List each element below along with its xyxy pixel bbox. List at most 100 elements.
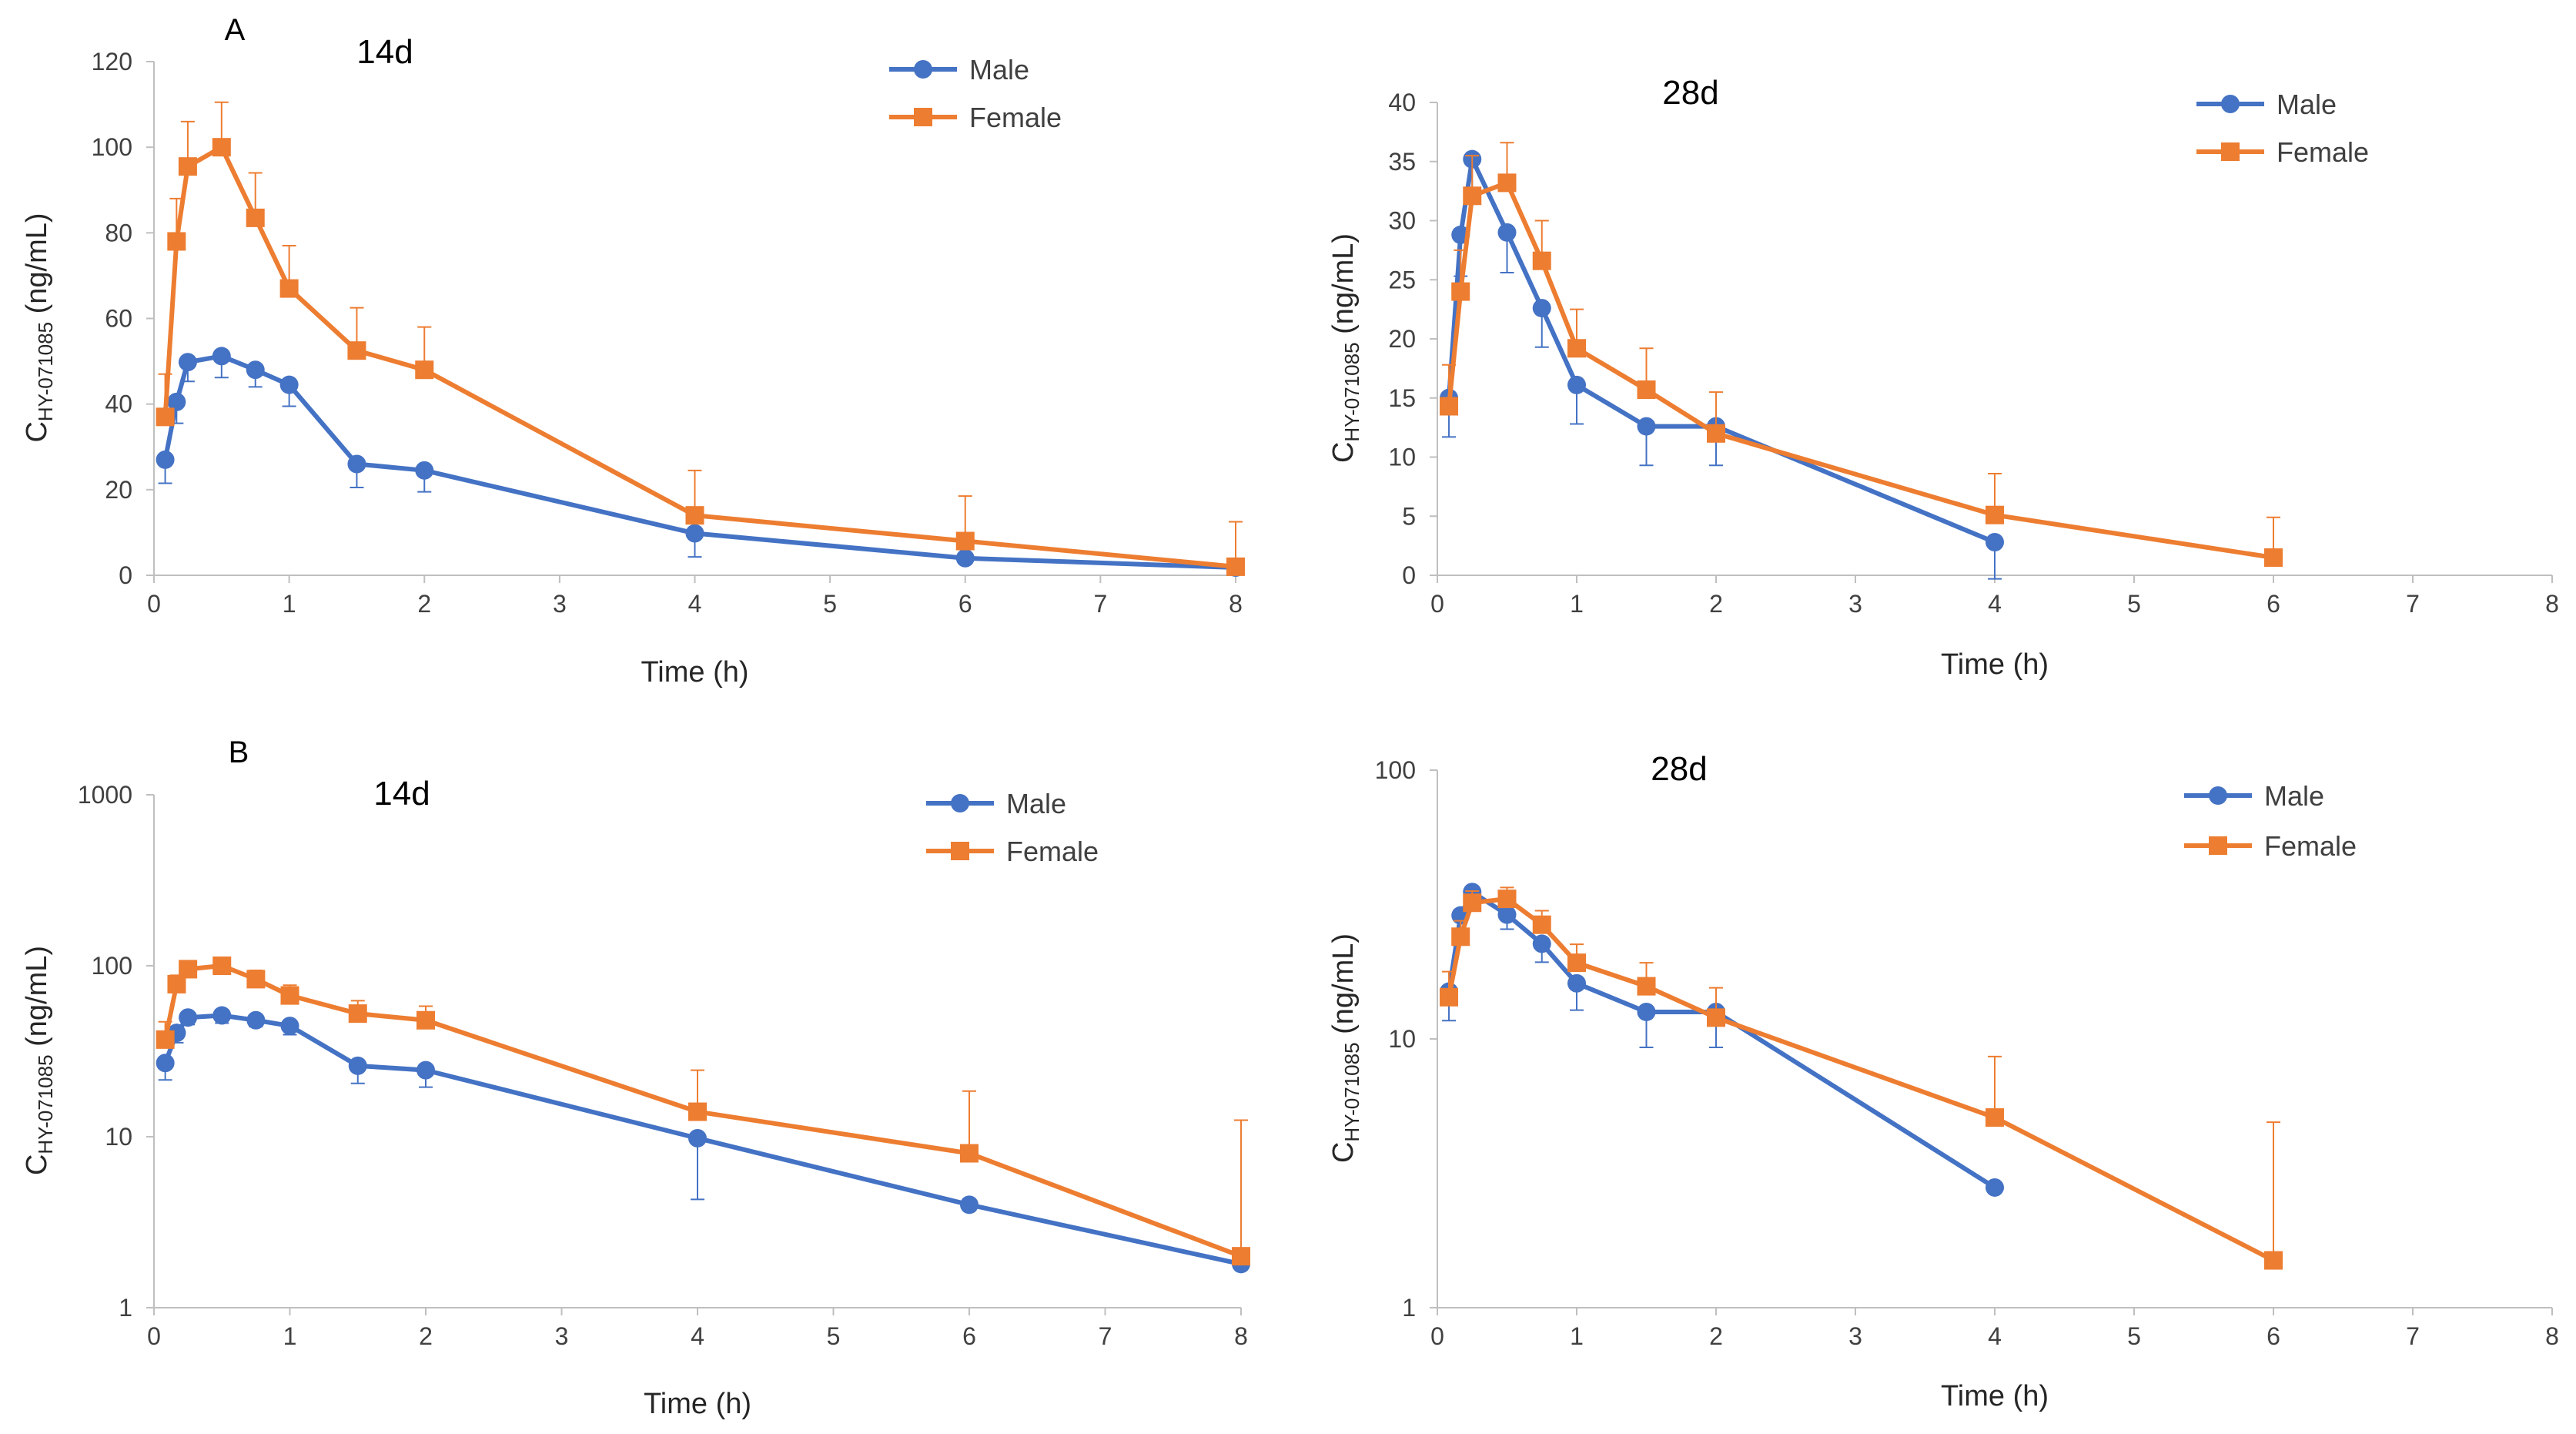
legend-marker (2221, 95, 2240, 113)
series-line (162, 145, 1236, 569)
x-tick-label: 3 (555, 1322, 569, 1350)
series-line (1447, 180, 2274, 560)
y-tick-label: 100 (92, 952, 132, 980)
x-tick-label: 4 (1988, 1322, 2002, 1350)
series-male (1440, 883, 2004, 1197)
chart-title: 28d (1651, 750, 1707, 788)
y-tick-label: 100 (1375, 756, 1416, 784)
data-point (1532, 934, 1551, 953)
x-tick-label: 4 (691, 1322, 704, 1350)
data-point (178, 353, 197, 372)
x-tick-label: 2 (1709, 1322, 1723, 1350)
x-tick-label: 5 (2127, 1322, 2141, 1350)
x-tick-label: 5 (827, 1322, 841, 1350)
x-tick-label: 7 (1093, 590, 1107, 618)
x-axis-title: Time (h) (1941, 1380, 2049, 1412)
data-point (688, 1128, 707, 1148)
data-point (1440, 987, 1459, 1007)
data-point (417, 1010, 435, 1030)
y-axis-title: CHY-071085 (ng/mL) (1327, 933, 1363, 1163)
x-tick-label: 3 (1848, 1322, 1862, 1350)
data-point (1532, 299, 1551, 318)
x-tick-label: 7 (2406, 590, 2420, 618)
data-point (348, 1056, 367, 1075)
y-tick-label: 35 (1388, 148, 1416, 176)
x-tick-label: 6 (958, 590, 972, 618)
chart-title: 14d (373, 775, 430, 812)
x-tick-label: 8 (1229, 590, 1243, 618)
y-tick-label: 20 (1388, 325, 1416, 353)
legend-label: Female (2277, 136, 2369, 168)
data-point (1497, 173, 1517, 193)
data-point (1637, 380, 1656, 400)
data-point (1497, 905, 1517, 924)
y-tick-label: 40 (1388, 89, 1416, 116)
y-tick-label: 25 (1388, 266, 1416, 293)
y-tick-label: 1 (1402, 1294, 1416, 1322)
data-point (347, 341, 366, 360)
data-point (1232, 1247, 1250, 1266)
data-point (415, 360, 434, 380)
y-tick-label: 40 (105, 390, 132, 418)
series-male (156, 347, 1245, 577)
x-tick-label: 0 (1430, 1322, 1444, 1350)
data-point (279, 375, 299, 394)
data-point (2264, 1251, 2283, 1270)
series-male (156, 1006, 1250, 1274)
data-point (1707, 1008, 1725, 1027)
y-axis-title: CHY-071085 (ng/mL) (21, 946, 57, 1175)
y-tick-label: 60 (105, 305, 132, 333)
legend-marker (951, 794, 969, 812)
data-point (1451, 282, 1470, 301)
data-point (1637, 977, 1656, 996)
data-point (415, 461, 434, 480)
data-point (1463, 186, 1482, 206)
x-tick-label: 1 (283, 590, 296, 618)
data-point (1986, 1178, 2004, 1197)
y-tick-label: 0 (1402, 561, 1416, 589)
legend-label: Male (2277, 89, 2337, 120)
legend-label: Female (2264, 830, 2357, 862)
data-point (348, 1004, 367, 1024)
data-point (960, 1144, 979, 1163)
series-female (156, 101, 1245, 576)
data-point (1707, 424, 1725, 443)
chart-title: 14d (356, 33, 413, 71)
panel-letter: A (225, 13, 246, 47)
x-tick-label: 3 (1848, 590, 1862, 618)
data-point (246, 1010, 266, 1030)
data-point (156, 450, 175, 469)
y-tick-label: 10 (1388, 1025, 1416, 1053)
x-tick-label: 1 (283, 1322, 297, 1350)
data-point (685, 524, 704, 543)
data-point (1986, 533, 2004, 552)
data-point (1532, 915, 1551, 934)
x-tick-label: 2 (417, 590, 431, 618)
data-point (960, 1195, 979, 1215)
data-point (1567, 339, 1586, 358)
x-tick-label: 1 (1570, 1322, 1584, 1350)
data-point (212, 1006, 232, 1025)
data-point (167, 232, 186, 251)
chart-title: 28d (1662, 74, 1718, 112)
y-tick-label: 15 (1388, 384, 1416, 412)
data-point (1451, 927, 1470, 947)
data-point (212, 347, 231, 366)
x-axis-title: Time (h) (644, 1388, 751, 1420)
data-point (212, 957, 232, 975)
x-tick-label: 7 (2406, 1322, 2420, 1350)
data-point (1440, 397, 1459, 416)
x-tick-label: 4 (1988, 590, 2002, 618)
series-line (1447, 890, 1996, 1190)
x-tick-label: 3 (553, 590, 567, 618)
x-tick-label: 5 (823, 590, 837, 618)
data-point (167, 392, 186, 411)
series-male (1440, 149, 2004, 580)
x-tick-label: 8 (2545, 1322, 2559, 1350)
series-female (156, 957, 1250, 1266)
x-tick-label: 2 (1709, 590, 1723, 618)
series-line (1447, 896, 2275, 1263)
